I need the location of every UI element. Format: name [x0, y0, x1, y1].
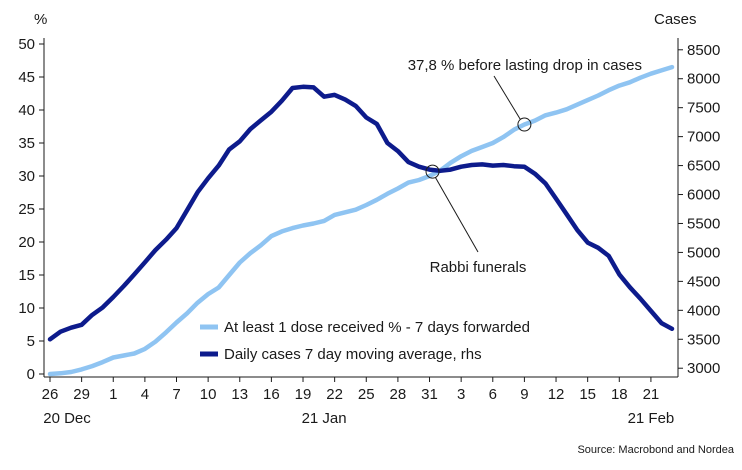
right-tick-label: 8500 — [687, 42, 720, 59]
annotation-layer: 37,8 % before lasting drop in cases Rabbi… — [408, 57, 642, 276]
x-tick-label: 21 — [643, 386, 660, 403]
x-month-label: 21 Jan — [302, 410, 347, 427]
legend: At least 1 dose received % - 7 days forw… — [200, 319, 530, 363]
right-axis-unit: Cases — [654, 11, 697, 28]
x-tick-label: 18 — [611, 386, 628, 403]
left-axis-ticks: 0 5 10 15 20 25 30 35 40 45 50 — [18, 36, 44, 383]
left-tick-label: 35 — [18, 135, 35, 152]
legend-label-cases: Daily cases 7 day moving average, rhs — [224, 346, 482, 363]
source-note: Source: Macrobond and Nordea — [577, 444, 734, 456]
x-tick-label: 29 — [73, 386, 90, 403]
annotation-label-vaccination: 37,8 % before lasting drop in cases — [408, 57, 642, 74]
x-tick-label: 12 — [548, 386, 565, 403]
series-line-cases — [47, 84, 675, 342]
annotation-leader-cases — [435, 177, 479, 253]
left-tick-label: 10 — [18, 300, 35, 317]
x-tick-label: 4 — [141, 386, 149, 403]
x-tick-label: 9 — [520, 386, 528, 403]
right-tick-label: 4500 — [687, 273, 720, 290]
right-tick-label: 5000 — [687, 244, 720, 261]
x-axis-ticks: 26 29 1 4 7 10 13 16 19 22 25 28 31 3 6 9 12 15 18 21 20 Dec… — [42, 377, 675, 427]
x-tick-label: 7 — [172, 386, 180, 403]
x-tick-label: 10 — [200, 386, 217, 403]
left-tick-label: 15 — [18, 267, 35, 284]
left-tick-label: 20 — [18, 234, 35, 251]
x-tick-label: 6 — [489, 386, 497, 403]
left-tick-label: 50 — [18, 36, 35, 53]
legend-label-vaccination: At least 1 dose received % - 7 days forw… — [224, 319, 530, 336]
x-tick-label: 16 — [263, 386, 280, 403]
x-tick-label: 19 — [295, 386, 312, 403]
right-tick-label: 4000 — [687, 302, 720, 319]
left-tick-label: 40 — [18, 102, 35, 119]
x-tick-label: 28 — [390, 386, 407, 403]
x-tick-label: 13 — [231, 386, 248, 403]
right-tick-label: 8000 — [687, 71, 720, 88]
right-tick-label: 5500 — [687, 215, 720, 232]
left-tick-label: 30 — [18, 168, 35, 185]
right-tick-label: 6500 — [687, 158, 720, 175]
x-tick-label: 22 — [326, 386, 343, 403]
x-tick-label: 26 — [42, 386, 59, 403]
left-tick-label: 5 — [27, 333, 35, 350]
annotation-leader-vaccination — [493, 75, 521, 120]
x-tick-label: 15 — [579, 386, 596, 403]
left-tick-label: 0 — [27, 366, 35, 383]
left-tick-label: 25 — [18, 201, 35, 218]
right-axis-ticks: 3000 3500 4000 4500 5000 5500 6000 6500 7000 7500… — [678, 42, 720, 377]
annotation-marker-cases — [425, 164, 440, 179]
x-month-label: 20 Dec — [43, 410, 91, 427]
annotation-marker-vaccination — [517, 117, 532, 132]
left-tick-label: 45 — [18, 69, 35, 86]
x-tick-label: 3 — [457, 386, 465, 403]
right-tick-label: 3000 — [687, 360, 720, 377]
x-tick-label: 31 — [421, 386, 438, 403]
x-month-label: 21 Feb — [628, 410, 675, 427]
right-tick-label: 3500 — [687, 331, 720, 348]
series-layer — [47, 64, 675, 377]
annotation-label-cases: Rabbi funerals — [430, 259, 527, 276]
x-tick-label: 25 — [358, 386, 375, 403]
right-tick-label: 6000 — [687, 187, 720, 204]
right-tick-label: 7500 — [687, 100, 720, 117]
left-axis-unit: % — [34, 11, 47, 28]
x-tick-label: 1 — [109, 386, 117, 403]
series-line-vaccination — [47, 64, 675, 377]
right-tick-label: 7000 — [687, 129, 720, 146]
